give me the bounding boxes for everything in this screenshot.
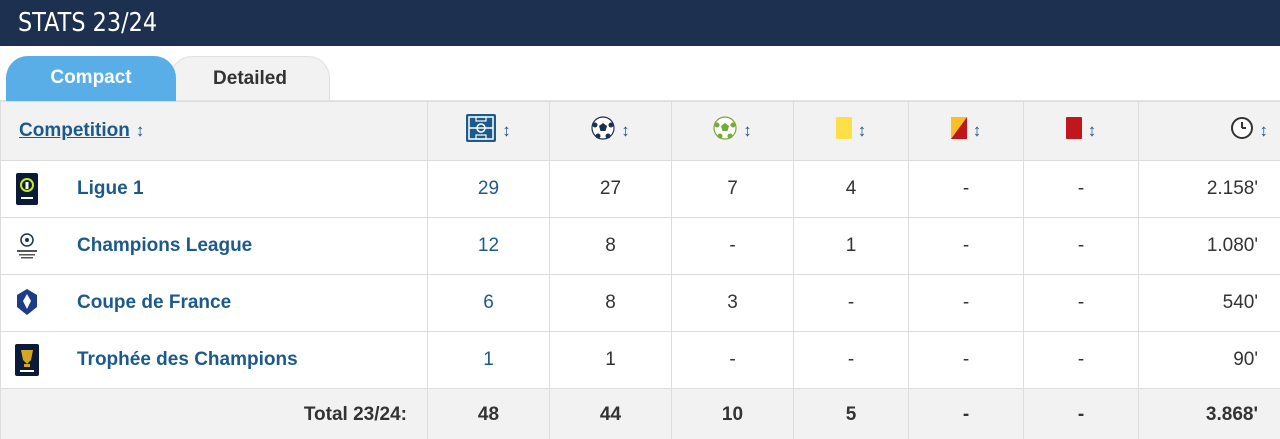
- trophee-des-champions-logo: [15, 343, 39, 377]
- clock-icon: [1230, 116, 1254, 146]
- yellow-red-cards-header: ↕: [908, 101, 1024, 161]
- table-header-row: Competition ↕ ↕ ↕ ↕ ↕: [0, 101, 1280, 161]
- total-yellow-cards: 5: [793, 388, 909, 439]
- red-cards-header: ↕: [1023, 101, 1139, 161]
- yellow-red-cards-cell: -: [908, 217, 1024, 275]
- total-row: Total 23/24: 48 44 10 5 - - 3.868': [0, 388, 1280, 439]
- minutes-header: ↕: [1138, 101, 1280, 161]
- tab-compact[interactable]: Compact: [6, 56, 176, 101]
- total-goals: 44: [549, 388, 672, 439]
- total-minutes: 3.868': [1138, 388, 1280, 439]
- table-row: Coupe de France 6 8 3 - - - 540': [0, 274, 1280, 332]
- minutes-cell: 1.080': [1138, 217, 1280, 275]
- table-row: Trophée des Champions 1 1 - - - - 90': [0, 331, 1280, 389]
- red-cards-cell: -: [1023, 331, 1139, 389]
- competition-cell: Ligue 1: [0, 160, 428, 218]
- yellow-card-icon: [835, 117, 852, 145]
- appearances-cell[interactable]: 1: [427, 331, 550, 389]
- sort-arrows-icon[interactable]: ↕: [621, 121, 630, 141]
- goals-cell: 27: [549, 160, 672, 218]
- total-assists: 10: [671, 388, 794, 439]
- yellow-cards-cell: 1: [793, 217, 909, 275]
- minutes-cell: 2.158': [1138, 160, 1280, 218]
- competition-cell: Coupe de France: [0, 274, 428, 332]
- ligue1-logo: [15, 172, 39, 206]
- red-cards-cell: -: [1023, 160, 1139, 218]
- sort-arrows-icon[interactable]: ↕: [1259, 121, 1269, 141]
- appearances-header: ↕: [427, 101, 550, 161]
- yellow-cards-header: ↕: [793, 101, 909, 161]
- appearances-cell[interactable]: 6: [427, 274, 550, 332]
- yellow-cards-cell: -: [793, 331, 909, 389]
- pitch-icon: [466, 114, 497, 148]
- page-header: STATS 23/24: [0, 0, 1280, 46]
- table-row: Ligue 1 29 27 7 4 - - 2.158': [0, 160, 1280, 218]
- goals-header: ↕: [549, 101, 672, 161]
- minutes-cell: 540': [1138, 274, 1280, 332]
- sort-arrows-icon[interactable]: ↕: [502, 121, 511, 141]
- sort-arrows-icon[interactable]: ↕: [857, 121, 867, 141]
- competition-sort-link[interactable]: Competition: [19, 120, 130, 141]
- appearances-cell[interactable]: 29: [427, 160, 550, 218]
- table-row: Champions League 12 8 - 1 - - 1.080': [0, 217, 1280, 275]
- sort-arrows-icon[interactable]: ↕: [135, 121, 145, 140]
- yellow-cards-cell: -: [793, 274, 909, 332]
- competition-cell: Trophée des Champions: [0, 331, 428, 389]
- total-yellow-red-cards: -: [908, 388, 1024, 439]
- competition-name[interactable]: Ligue 1: [77, 178, 144, 199]
- total-appearances: 48: [427, 388, 550, 439]
- total-label: Total 23/24:: [0, 388, 428, 439]
- competition-name[interactable]: Trophée des Champions: [77, 349, 298, 370]
- page-title: STATS 23/24: [18, 8, 158, 38]
- sort-arrows-icon[interactable]: ↕: [743, 121, 752, 141]
- goals-cell: 8: [549, 217, 672, 275]
- goals-cell: 1: [549, 331, 672, 389]
- red-card-icon: [1065, 117, 1082, 145]
- champions-league-logo: [15, 229, 39, 263]
- yellow-red-cards-cell: -: [908, 274, 1024, 332]
- yellow-red-cards-cell: -: [908, 160, 1024, 218]
- red-cards-cell: -: [1023, 217, 1139, 275]
- competition-name[interactable]: Champions League: [77, 235, 253, 256]
- assist-ball-icon: [713, 116, 737, 146]
- tab-detailed[interactable]: Detailed: [170, 56, 330, 101]
- minutes-cell: 90': [1138, 331, 1280, 389]
- competition-header: Competition ↕: [0, 101, 428, 161]
- ball-icon: [591, 116, 615, 146]
- competition-name[interactable]: Coupe de France: [77, 292, 232, 313]
- sort-arrows-icon[interactable]: ↕: [1087, 121, 1097, 141]
- competition-cell: Champions League: [0, 217, 428, 275]
- assists-cell: -: [671, 331, 794, 389]
- total-red-cards: -: [1023, 388, 1139, 439]
- assists-cell: 3: [671, 274, 794, 332]
- tab-bar: Detailed Compact: [0, 46, 1280, 101]
- assists-cell: -: [671, 217, 794, 275]
- assists-cell: 7: [671, 160, 794, 218]
- goals-cell: 8: [549, 274, 672, 332]
- yellow-cards-cell: 4: [793, 160, 909, 218]
- tab-divider: [0, 100, 1280, 101]
- yellow-red-cards-cell: -: [908, 331, 1024, 389]
- yellow-red-card-icon: [950, 117, 967, 145]
- coupe-de-france-logo: [15, 286, 39, 320]
- sort-arrows-icon[interactable]: ↕: [972, 121, 982, 141]
- stats-table: Competition ↕ ↕ ↕ ↕ ↕: [0, 101, 1280, 439]
- assists-header: ↕: [671, 101, 794, 161]
- red-cards-cell: -: [1023, 274, 1139, 332]
- appearances-cell[interactable]: 12: [427, 217, 550, 275]
